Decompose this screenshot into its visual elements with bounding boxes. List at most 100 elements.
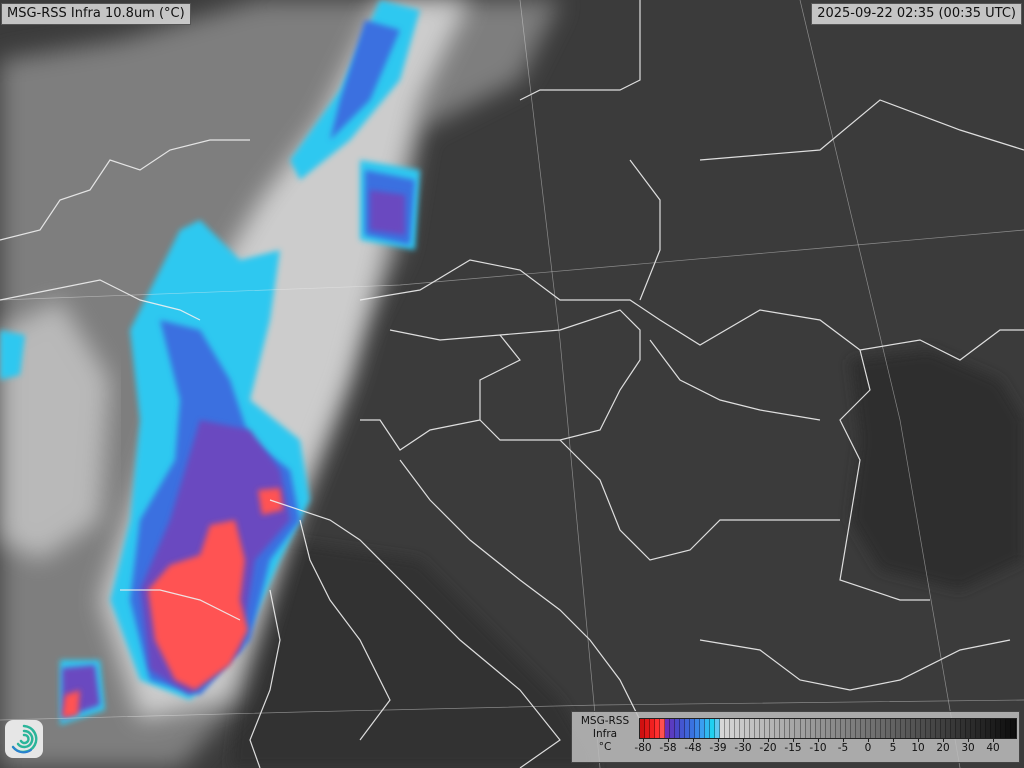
- legend-color-cell: [760, 719, 766, 738]
- legend-tick-label: -30: [734, 742, 752, 754]
- legend-tick-mark: [918, 738, 919, 742]
- legend-color-cell: [740, 719, 746, 738]
- legend-color-cell: [895, 719, 901, 738]
- legend-color-cell: [996, 719, 1002, 738]
- legend-tick-mark: [993, 738, 994, 742]
- legend-color-cell: [825, 719, 831, 738]
- legend-tick-mark: [868, 738, 869, 742]
- legend-tick-label: -15: [784, 742, 802, 754]
- legend-color-cell: [695, 719, 701, 738]
- legend-title-line: Infra: [592, 728, 618, 740]
- legend-color-cell: [1011, 719, 1017, 738]
- legend-tick-mark: [968, 738, 969, 742]
- legend-color-cell: [950, 719, 956, 738]
- legend-color-cell: [900, 719, 906, 738]
- legend-color-cell: [645, 719, 651, 738]
- cloud-purple: [62, 190, 405, 718]
- legend-color-cell: [920, 719, 926, 738]
- legend-color-cell: [815, 719, 821, 738]
- legend-color-cell: [655, 719, 661, 738]
- legend-color-cell: [976, 719, 982, 738]
- legend-color-cell: [935, 719, 941, 738]
- legend-color-cell: [800, 719, 806, 738]
- legend-color-cell: [870, 719, 876, 738]
- legend-color-cell: [910, 719, 916, 738]
- swirl-logo-icon: [5, 720, 43, 758]
- legend-color-cell: [725, 719, 731, 738]
- legend-tick-mark: [643, 738, 644, 742]
- legend-color-cell: [860, 719, 866, 738]
- legend-color-cell: [880, 719, 886, 738]
- legend-color-cell: [710, 719, 716, 738]
- legend-color-cell: [650, 719, 656, 738]
- legend-tick-label: 0: [864, 742, 872, 754]
- legend-color-cell: [660, 719, 666, 738]
- legend-color-cell: [955, 719, 961, 738]
- legend-color-cell: [905, 719, 911, 738]
- legend-color-cell: [785, 719, 791, 738]
- legend-color-cell: [820, 719, 826, 738]
- legend-color-cell: [640, 719, 646, 738]
- legend-tick-mark: [818, 738, 819, 742]
- legend-color-cell: [665, 719, 671, 738]
- legend-color-cell: [805, 719, 811, 738]
- color-scale-legend: MSG-RSS Infra °C -80 -58 -48 -39 -30 -20 -15 -1…: [571, 711, 1020, 763]
- legend-tick-mark: [768, 738, 769, 742]
- legend-tick-label: -10: [809, 742, 827, 754]
- legend-tick-label: -58: [659, 742, 677, 754]
- legend-tick-mark: [743, 738, 744, 742]
- legend-color-cell: [835, 719, 841, 738]
- legend-color-cell: [855, 719, 861, 738]
- legend-tick-mark: [943, 738, 944, 742]
- legend-tick-label: 20: [936, 742, 950, 754]
- legend-tick-label: 30: [961, 742, 975, 754]
- legend-color-cell: [750, 719, 756, 738]
- legend-color-cell: [925, 719, 931, 738]
- legend-color-cell: [735, 719, 741, 738]
- legend-tick-mark: [843, 738, 844, 742]
- legend-tick-label: -80: [634, 742, 652, 754]
- legend-color-cell: [745, 719, 751, 738]
- legend-color-cell: [770, 719, 776, 738]
- legend-title: MSG-RSS Infra °C: [572, 715, 638, 754]
- legend-color-cell: [945, 719, 951, 738]
- cloud-red: [62, 488, 283, 718]
- legend-color-cell: [690, 719, 696, 738]
- legend-color-cell: [830, 719, 836, 738]
- legend-tick-mark: [718, 738, 719, 742]
- legend-color-cell: [775, 719, 781, 738]
- legend-title-line: MSG-RSS: [580, 715, 630, 727]
- legend-color-cell: [845, 719, 851, 738]
- legend-color-cell: [930, 719, 936, 738]
- legend-color-cell: [940, 719, 946, 738]
- legend-tick-label: -20: [759, 742, 777, 754]
- legend-color-cell: [850, 719, 856, 738]
- legend-color-cell: [795, 719, 801, 738]
- legend-tick-label: -5: [837, 742, 849, 754]
- legend-color-cell: [715, 719, 721, 738]
- legend-color-cell: [890, 719, 896, 738]
- legend-color-cell: [730, 719, 736, 738]
- legend-tick-mark: [793, 738, 794, 742]
- legend-color-cell: [986, 719, 992, 738]
- legend-color-cell: [971, 719, 977, 738]
- black-sea: [850, 350, 1024, 590]
- legend-color-cell: [780, 719, 786, 738]
- legend-color-cell: [680, 719, 686, 738]
- legend-color-cell: [875, 719, 881, 738]
- legend-color-cell: [1001, 719, 1007, 738]
- legend-color-cell: [1006, 719, 1012, 738]
- legend-tick-label: 5: [889, 742, 897, 754]
- legend-color-cell: [790, 719, 796, 738]
- legend-color-cell: [915, 719, 921, 738]
- legend-tick-label: 40: [986, 742, 1000, 754]
- timestamp: 2025-09-22 02:35 (00:35 UTC): [811, 3, 1022, 25]
- legend-tick-mark: [668, 738, 669, 742]
- legend-color-cell: [705, 719, 711, 738]
- legend-color-cell: [675, 719, 681, 738]
- legend-color-cell: [765, 719, 771, 738]
- legend-color-cell: [865, 719, 871, 738]
- legend-color-bar: [639, 718, 1017, 739]
